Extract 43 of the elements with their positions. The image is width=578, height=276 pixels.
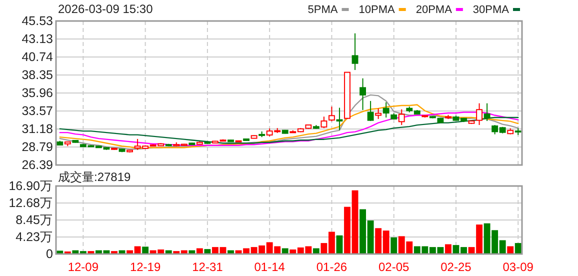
x-tick-label: 02-25 (440, 260, 472, 274)
y-tick-label: 4.23万 (16, 230, 53, 244)
bar (514, 243, 522, 254)
y-tick-label: 16.90万 (8, 179, 53, 193)
chart-title: 2026-03-09 15:30 (58, 2, 154, 16)
x-tick-label: 01-14 (254, 260, 286, 274)
y-tick-label: 0 (46, 247, 54, 261)
y-tick-label: 45.53 (22, 14, 54, 28)
y-tick-label: 12.68万 (8, 196, 53, 210)
y-tick-label: 33.57 (22, 104, 54, 118)
candlestick (375, 108, 382, 120)
x-tick-label: 01-26 (316, 260, 348, 274)
candlestick (320, 116, 328, 129)
candlestick (484, 102, 490, 122)
line-series (59, 104, 519, 149)
y-tick-label: 26.39 (22, 158, 54, 172)
bar (445, 244, 452, 254)
legend-label: 30PMA (472, 4, 510, 16)
y-tick-label: 40.74 (22, 50, 54, 64)
candlestick (360, 78, 366, 111)
text: 成交量:27819 (58, 170, 132, 184)
candlestick (352, 32, 358, 70)
candlestick (367, 100, 374, 122)
x-tick-label: 02-05 (378, 260, 410, 274)
bar (390, 237, 398, 254)
bar (142, 246, 149, 254)
y-tick-label: 31.18 (22, 122, 54, 136)
y-tick-label: 43.13 (22, 32, 54, 46)
x-tick-label: 12-19 (130, 260, 161, 274)
x-tick-label: 03-09 (502, 260, 534, 274)
y-tick-label: 38.35 (22, 68, 54, 82)
y-tick-label: 35.96 (22, 86, 54, 100)
legend-label: 5PMA (308, 4, 338, 16)
candlestick (398, 108, 405, 126)
candlestick (382, 102, 390, 118)
legend-label: 20PMA (416, 4, 453, 16)
legend-label: 10PMA (358, 4, 396, 16)
x-tick-label: 12-09 (68, 260, 99, 274)
candlestick (328, 106, 335, 122)
candlestick (336, 107, 343, 131)
x-tick-label: 12-31 (192, 260, 224, 274)
y-tick-label: 28.79 (22, 140, 54, 154)
y-tick-label: 8.45万 (16, 213, 53, 227)
